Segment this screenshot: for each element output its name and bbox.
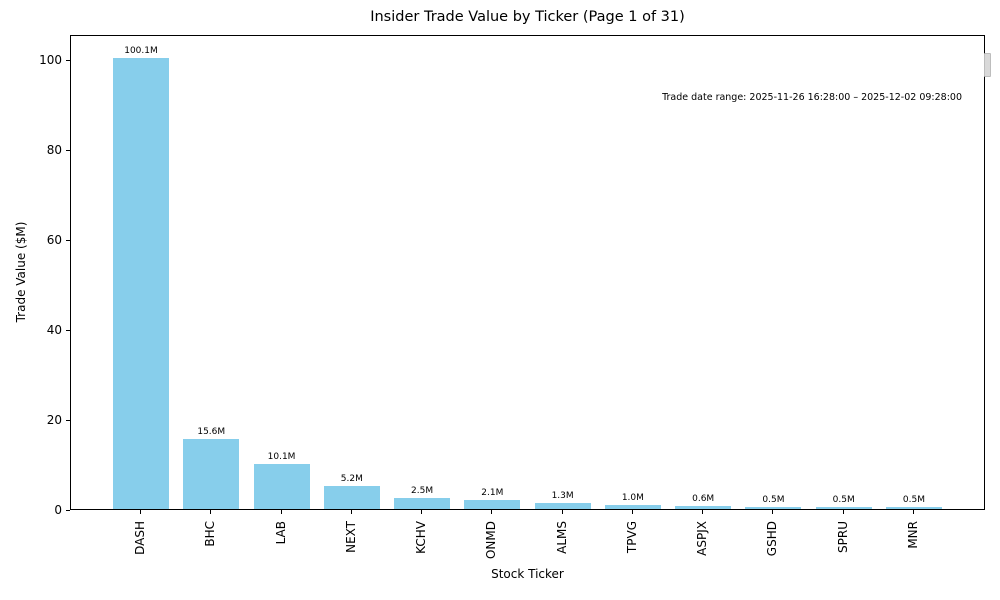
y-tick-mark — [66, 59, 70, 61]
x-tick-mark — [912, 510, 914, 514]
bar-bhc — [183, 438, 240, 509]
bar-value-label-gshd: 0.5M — [762, 494, 785, 505]
y-tick-label-100: 100 — [39, 52, 62, 67]
x-tick-mark — [140, 510, 141, 514]
scrollbar-thumb[interactable] — [984, 53, 991, 77]
x-tick-label-spru: SPRU — [835, 521, 850, 553]
y-axis-label: Trade Value ($M) — [14, 221, 28, 323]
bar-value-label-lab: 10.1M — [267, 451, 296, 462]
y-tick-mark — [66, 329, 70, 331]
bar-value-label-spru: 0.5M — [832, 494, 855, 505]
bar-value-label-next: 5.2M — [340, 473, 363, 484]
y-tick-mark — [66, 510, 70, 511]
x-tick-mark — [561, 510, 563, 514]
x-tick-label-bhc: BHC — [203, 521, 218, 547]
x-tick-mark — [491, 510, 493, 514]
x-tick-label-alms: ALMS — [554, 521, 569, 554]
y-tick-label-80: 80 — [46, 142, 62, 157]
x-tick-mark — [280, 510, 282, 514]
bar-alms — [534, 503, 591, 509]
y-tick-label-40: 40 — [46, 322, 62, 337]
x-tick-label-next: NEXT — [343, 521, 358, 553]
bar-lab — [253, 463, 310, 509]
y-tick-label-60: 60 — [46, 232, 62, 247]
x-tick-label-tpvg: TPVG — [624, 521, 639, 554]
x-tick-mark — [842, 510, 844, 514]
x-tick-label-dash: DASH — [133, 521, 147, 555]
x-axis-label: Stock Ticker — [491, 567, 564, 581]
x-tick-label-mnr: MNR — [905, 521, 920, 549]
bar-spru — [815, 506, 872, 509]
bar-kchv — [394, 497, 451, 509]
bar-tpvg — [604, 504, 661, 509]
bar-gshd — [745, 506, 802, 509]
bar-next — [323, 485, 380, 509]
bar-value-label-alms: 1.3M — [551, 491, 574, 502]
x-tick-label-onmd: ONMD — [484, 521, 499, 560]
bar-dash — [113, 58, 169, 509]
x-tick-label-aspjx: ASPJX — [695, 521, 710, 556]
date-range-annotation: Trade date range: 2025-11-26 16:28:00 – … — [662, 92, 962, 103]
x-tick-mark — [772, 510, 774, 514]
x-tick-mark — [631, 510, 633, 514]
bar-onmd — [464, 499, 521, 509]
plot-area: Trade date range: 2025-11-26 16:28:00 – … — [70, 35, 985, 510]
x-tick-label-kchv: KCHV — [414, 521, 429, 554]
x-tick-mark — [210, 510, 212, 514]
bar-value-label-mnr: 0.5M — [902, 494, 925, 505]
bar-value-label-bhc: 15.6M — [197, 426, 226, 437]
bar-value-label-dash: 100.1M — [124, 46, 158, 57]
y-tick-label-0: 0 — [54, 503, 62, 517]
y-tick-mark — [66, 419, 70, 421]
x-tick-mark — [350, 510, 352, 514]
bar-value-label-onmd: 2.1M — [481, 487, 504, 498]
bar-mnr — [885, 506, 942, 509]
bar-aspjx — [675, 506, 732, 509]
chart-title: Insider Trade Value by Ticker (Page 1 of… — [370, 9, 685, 25]
y-tick-label-20: 20 — [46, 412, 62, 427]
bar-value-label-tpvg: 1.0M — [621, 492, 644, 503]
x-tick-mark — [702, 510, 704, 514]
x-tick-label-lab: LAB — [273, 521, 288, 545]
y-tick-mark — [66, 239, 70, 241]
bar-value-label-kchv: 2.5M — [411, 485, 434, 496]
x-tick-mark — [421, 510, 423, 514]
y-tick-mark — [66, 149, 70, 151]
bar-value-label-aspjx: 0.6M — [692, 494, 715, 505]
x-tick-label-gshd: GSHD — [765, 521, 780, 557]
